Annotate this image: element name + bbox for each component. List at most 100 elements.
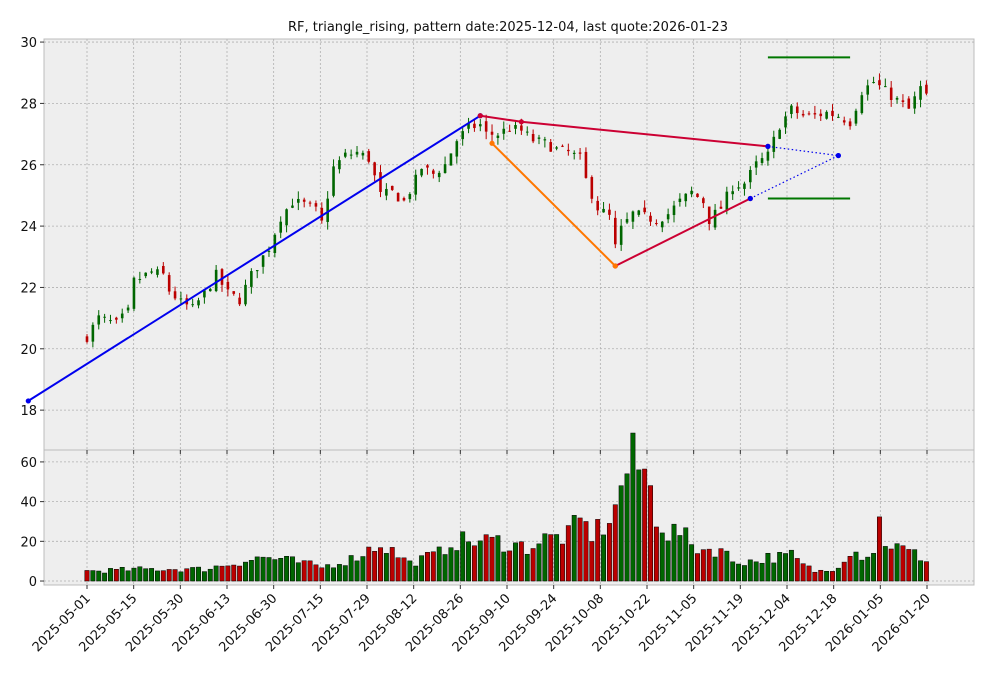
volume-bar	[630, 432, 636, 582]
candle	[414, 169, 418, 201]
volume-bar	[395, 557, 401, 582]
candle	[261, 255, 265, 274]
candle	[461, 127, 464, 146]
candle	[126, 304, 130, 314]
candle-body	[895, 97, 899, 100]
candle	[156, 266, 159, 278]
volume-bar	[706, 548, 712, 582]
candle	[907, 96, 911, 109]
candle-body	[338, 160, 341, 170]
candle-body	[314, 203, 318, 207]
volume-bar	[149, 568, 155, 582]
candle-body	[543, 139, 547, 141]
candle	[584, 147, 588, 179]
candle-body	[103, 316, 106, 318]
volume-bar	[542, 533, 548, 582]
candle	[631, 210, 635, 229]
candle	[320, 202, 324, 224]
candle-body	[643, 207, 646, 213]
candle-body	[156, 269, 159, 275]
candle	[379, 165, 382, 198]
volume-bar	[278, 558, 284, 582]
candle	[250, 268, 253, 294]
volume-bar	[524, 553, 530, 582]
candle	[291, 198, 294, 209]
volume-bar	[765, 552, 771, 582]
volume-bar	[554, 534, 560, 582]
volume-bar	[419, 555, 425, 582]
overlay-point	[518, 119, 524, 125]
volume-bar	[237, 565, 243, 582]
volume-bar	[507, 550, 513, 582]
candle-body	[132, 277, 136, 309]
volume-bar	[448, 547, 454, 582]
volume-bar	[113, 569, 119, 582]
candle-body	[772, 136, 776, 152]
candle	[637, 209, 641, 217]
candle	[332, 159, 335, 198]
volume-bar	[800, 563, 806, 582]
candle	[443, 156, 447, 174]
candle	[338, 156, 341, 174]
candle-body	[907, 98, 911, 109]
candle-body	[449, 153, 453, 166]
candle	[549, 139, 553, 152]
candle-body	[484, 121, 488, 132]
candle-body	[261, 255, 265, 267]
volume-bar	[102, 572, 108, 582]
candle-body	[179, 298, 183, 300]
candle	[649, 212, 652, 226]
candle	[396, 192, 400, 202]
overlay-point	[25, 398, 31, 404]
candle-body	[684, 193, 688, 202]
candle-body	[913, 96, 916, 109]
candle-body	[590, 177, 594, 199]
candle	[115, 316, 118, 324]
candle	[825, 110, 828, 120]
volume-bar	[888, 548, 894, 582]
volume-bar	[859, 559, 865, 582]
candle	[866, 79, 870, 101]
candle	[660, 220, 664, 233]
candle-body	[819, 113, 823, 117]
volume-bar	[108, 568, 113, 582]
candle-body	[126, 307, 130, 311]
volume-bar	[307, 560, 313, 582]
candle	[144, 272, 147, 279]
candle	[244, 279, 247, 307]
volume-bar	[871, 553, 877, 582]
candle	[91, 322, 95, 348]
candle	[109, 314, 112, 324]
candle-body	[208, 288, 212, 292]
candle-body	[320, 207, 324, 221]
volume-bar	[812, 571, 818, 582]
volume-bar	[501, 551, 507, 582]
candle-body	[291, 205, 294, 208]
volume-bar	[700, 549, 706, 582]
candle	[760, 152, 764, 166]
candle	[226, 275, 230, 297]
candle-body	[725, 191, 729, 212]
candle	[297, 191, 300, 211]
candle	[138, 271, 142, 284]
price-y-tick-label: 30	[20, 36, 37, 51]
candle-body	[743, 183, 746, 189]
candle-body	[537, 137, 541, 139]
candle-body	[379, 172, 382, 192]
candle	[743, 181, 746, 196]
volume-bar	[143, 568, 149, 582]
candle-body	[396, 192, 400, 202]
candle	[578, 147, 582, 160]
candle-body	[414, 174, 418, 195]
candle	[772, 130, 776, 159]
candle-body	[432, 170, 435, 174]
volume-bar	[248, 560, 254, 582]
volume-bar	[718, 548, 724, 582]
candle-body	[901, 100, 905, 102]
candle-body	[162, 265, 165, 274]
volume-bar	[806, 565, 812, 582]
candle-body	[637, 210, 641, 215]
volume-bar	[653, 526, 659, 582]
overlay-lower	[614, 197, 751, 267]
candle	[508, 124, 511, 132]
